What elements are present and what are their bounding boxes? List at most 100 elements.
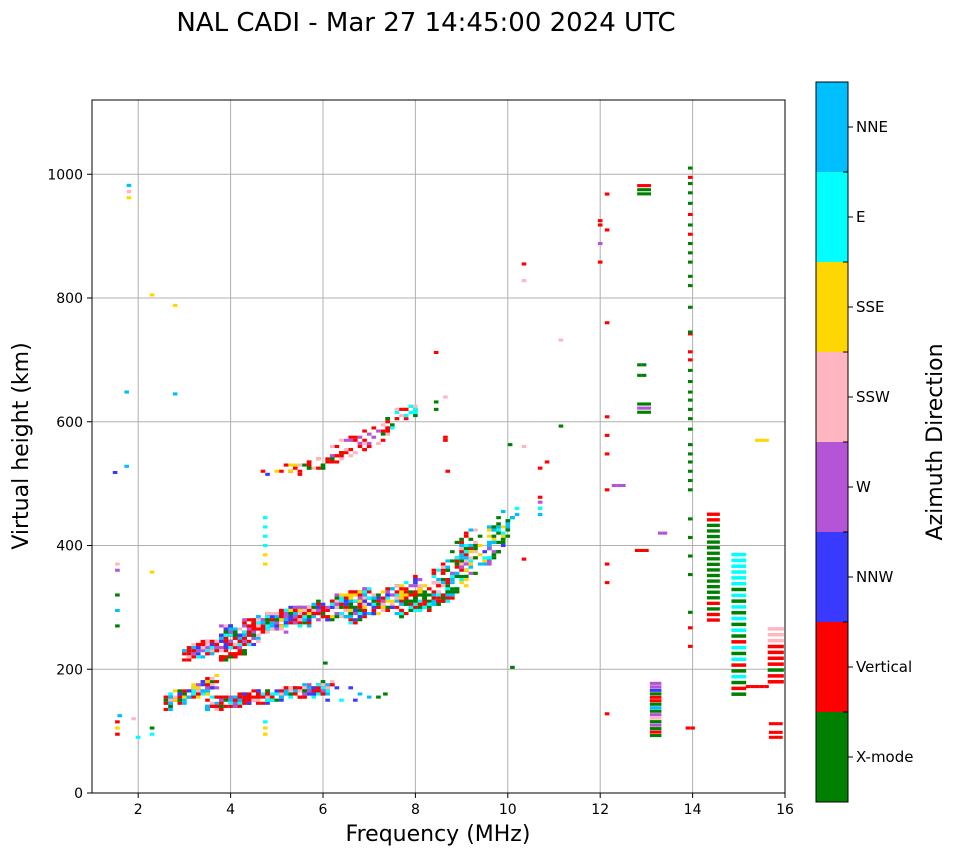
- echo-cell: [362, 605, 367, 609]
- echo-cell: [306, 692, 312, 696]
- echo-cell: [468, 550, 474, 554]
- echo-cell: [205, 707, 210, 712]
- echo-cell: [417, 593, 423, 597]
- echo-cell: [403, 596, 409, 600]
- echo-cell: [706, 512, 720, 516]
- echo-cell: [459, 577, 464, 582]
- echo-cell: [232, 701, 238, 705]
- echo-cell: [297, 608, 303, 613]
- echo-cell: [394, 593, 400, 597]
- echo-cell: [500, 509, 506, 514]
- echo-cell: [362, 599, 367, 603]
- echo-cell: [505, 522, 511, 526]
- echo-cell: [422, 599, 427, 603]
- echo-cell: [334, 444, 340, 449]
- echo-cell: [325, 615, 330, 619]
- echo-cell: [279, 615, 284, 619]
- echo-cell: [399, 615, 404, 619]
- echo-cell: [491, 540, 497, 544]
- echo-cell: [687, 460, 693, 464]
- echo-cell: [242, 652, 247, 656]
- echo-cell: [353, 698, 358, 702]
- echo-cell: [385, 426, 390, 430]
- echo-cell: [329, 618, 335, 622]
- echo-cell: [500, 531, 506, 535]
- echo-cell: [491, 556, 497, 560]
- echo-cell: [454, 574, 460, 578]
- echo-cell: [320, 680, 326, 684]
- echo-cell: [394, 599, 400, 603]
- echo-cell: [348, 599, 354, 603]
- echo-cell: [445, 568, 451, 572]
- echo-cell: [385, 429, 390, 433]
- echo-cell: [413, 590, 418, 594]
- echo-cell: [687, 223, 693, 227]
- echo-cell: [200, 683, 206, 687]
- echo-cell: [385, 605, 390, 609]
- echo-cell: [262, 543, 268, 548]
- echo-cell: [463, 577, 469, 582]
- echo-cell: [265, 692, 270, 696]
- echo-cell: [366, 612, 372, 616]
- echo-cell: [251, 630, 257, 634]
- echo-cell: [325, 698, 330, 702]
- echo-cell: [306, 618, 312, 622]
- echo-cell: [269, 695, 275, 699]
- echo-cell: [362, 438, 367, 442]
- echo-cell: [597, 242, 603, 246]
- echo-cell: [473, 528, 478, 532]
- echo-cell: [380, 596, 386, 600]
- echo-cell: [731, 593, 747, 598]
- echo-cell: [329, 457, 335, 461]
- echo-cell: [131, 717, 136, 721]
- echo-cell: [604, 452, 610, 456]
- echo-cell: [256, 698, 261, 702]
- echo-cell: [399, 584, 404, 588]
- echo-cell: [339, 605, 344, 609]
- echo-cell: [246, 698, 252, 702]
- echo-cell: [288, 612, 293, 616]
- echo-cell: [459, 574, 464, 578]
- echo-cell: [228, 627, 233, 631]
- echo-cell: [491, 537, 497, 541]
- echo-cell: [297, 689, 303, 693]
- echo-cell: [205, 692, 210, 696]
- echo-cell: [440, 584, 446, 588]
- echo-cell: [371, 608, 377, 613]
- echo-cell: [177, 689, 183, 693]
- echo-cell: [496, 550, 501, 554]
- echo-cell: [274, 469, 280, 473]
- echo-cell: [209, 649, 215, 653]
- echo-cell: [232, 695, 238, 699]
- echo-cell: [246, 639, 252, 643]
- echo-cell: [403, 599, 409, 603]
- echo-cell: [334, 605, 340, 609]
- echo-cell: [637, 373, 642, 377]
- echo-cell: [413, 407, 418, 411]
- echo-cell: [297, 615, 303, 619]
- echo-cell: [325, 683, 330, 687]
- echo-cell: [191, 655, 196, 659]
- echo-cell: [209, 676, 215, 681]
- echo-cell: [521, 279, 527, 283]
- echo-cell: [687, 469, 693, 473]
- echo-cell: [649, 699, 662, 703]
- grid-lines: [92, 100, 785, 793]
- echo-cell: [440, 577, 446, 582]
- echo-cell: [311, 612, 317, 616]
- echo-cell: [706, 590, 720, 594]
- echo-cell: [767, 662, 784, 666]
- echo-cell: [767, 627, 784, 631]
- echo-cell: [343, 615, 349, 619]
- echo-cell: [773, 730, 779, 734]
- echo-cell: [232, 704, 238, 708]
- echo-cell: [371, 599, 377, 603]
- echo-cell: [408, 599, 414, 603]
- echo-cell: [262, 534, 268, 538]
- echo-cell: [191, 683, 196, 687]
- echo-cell: [357, 596, 363, 600]
- echo-cell: [325, 686, 330, 690]
- echo-cell: [177, 695, 183, 699]
- echo-cell: [768, 730, 774, 734]
- echo-cell: [385, 599, 390, 603]
